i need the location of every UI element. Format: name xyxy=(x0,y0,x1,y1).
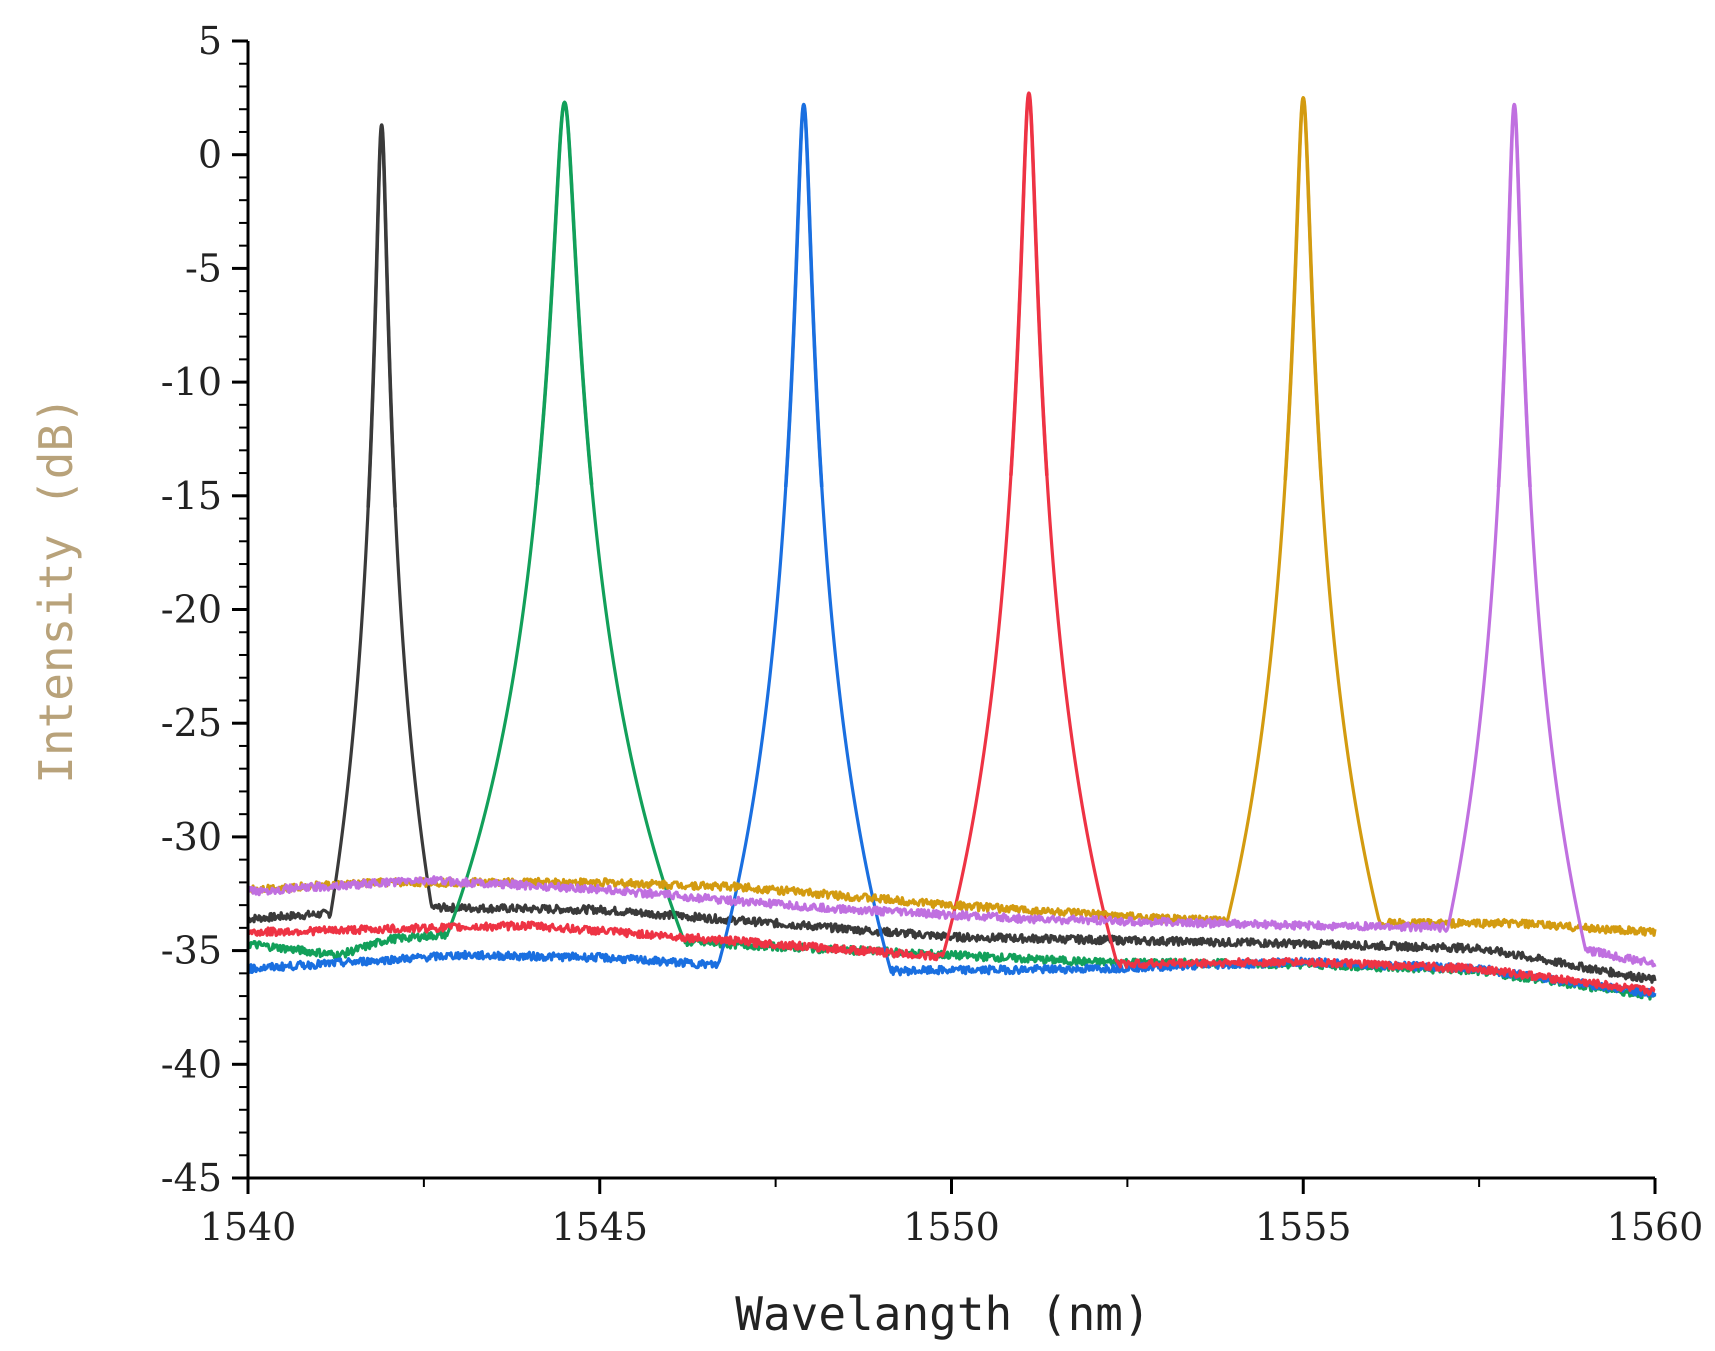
y-tick-label: -40 xyxy=(161,1042,222,1086)
series-orange xyxy=(246,96,1657,937)
series-peak-orange xyxy=(1283,96,1324,481)
series-violet xyxy=(246,102,1657,968)
x-tick-label: 1550 xyxy=(903,1205,1000,1249)
series-line-black xyxy=(247,123,1657,984)
series-green xyxy=(246,100,1657,1001)
series-red xyxy=(247,91,1656,997)
series-peak-black xyxy=(366,123,397,508)
ticks-layer: 1540 1545 1550 1555 1560 5 0 -5 -10 -15 -20 -25 -30 -… xyxy=(161,19,1704,1249)
y-tick-label: -15 xyxy=(161,474,222,518)
y-tick-label: -35 xyxy=(161,929,222,973)
series-line-red xyxy=(247,91,1656,997)
series-peak-green xyxy=(535,100,594,485)
series-peak-red xyxy=(1009,91,1049,476)
series-line-orange xyxy=(246,96,1657,937)
y-tick-label: -10 xyxy=(161,360,222,404)
x-tick-label: 1545 xyxy=(551,1205,648,1249)
y-tick-label: -20 xyxy=(161,588,222,632)
y-tick-label: 0 xyxy=(198,133,222,177)
series-black xyxy=(247,123,1657,984)
x-tick-label: 1540 xyxy=(200,1205,297,1249)
y-axis-title: Intensity (dB) xyxy=(29,396,83,784)
series-peak-blue xyxy=(783,102,824,488)
series-line-blue xyxy=(246,103,1657,998)
y-tick-label: -45 xyxy=(161,1156,222,1200)
x-tick-label: 1555 xyxy=(1255,1205,1352,1249)
axes-layer xyxy=(246,41,1655,1180)
series-line-green xyxy=(246,100,1657,1001)
y-tick-label: -30 xyxy=(161,815,222,859)
series-line-violet xyxy=(246,103,1657,968)
y-tick-label: 5 xyxy=(198,19,222,63)
x-tick-label: 1560 xyxy=(1607,1205,1704,1249)
series-layer xyxy=(246,91,1657,1001)
series-blue xyxy=(246,102,1657,998)
y-tick-label: -5 xyxy=(185,246,222,290)
x-axis-title: Wavelangth (nm) xyxy=(735,1287,1150,1341)
series-peak-violet xyxy=(1496,102,1532,488)
y-tick-label: -25 xyxy=(161,701,222,745)
